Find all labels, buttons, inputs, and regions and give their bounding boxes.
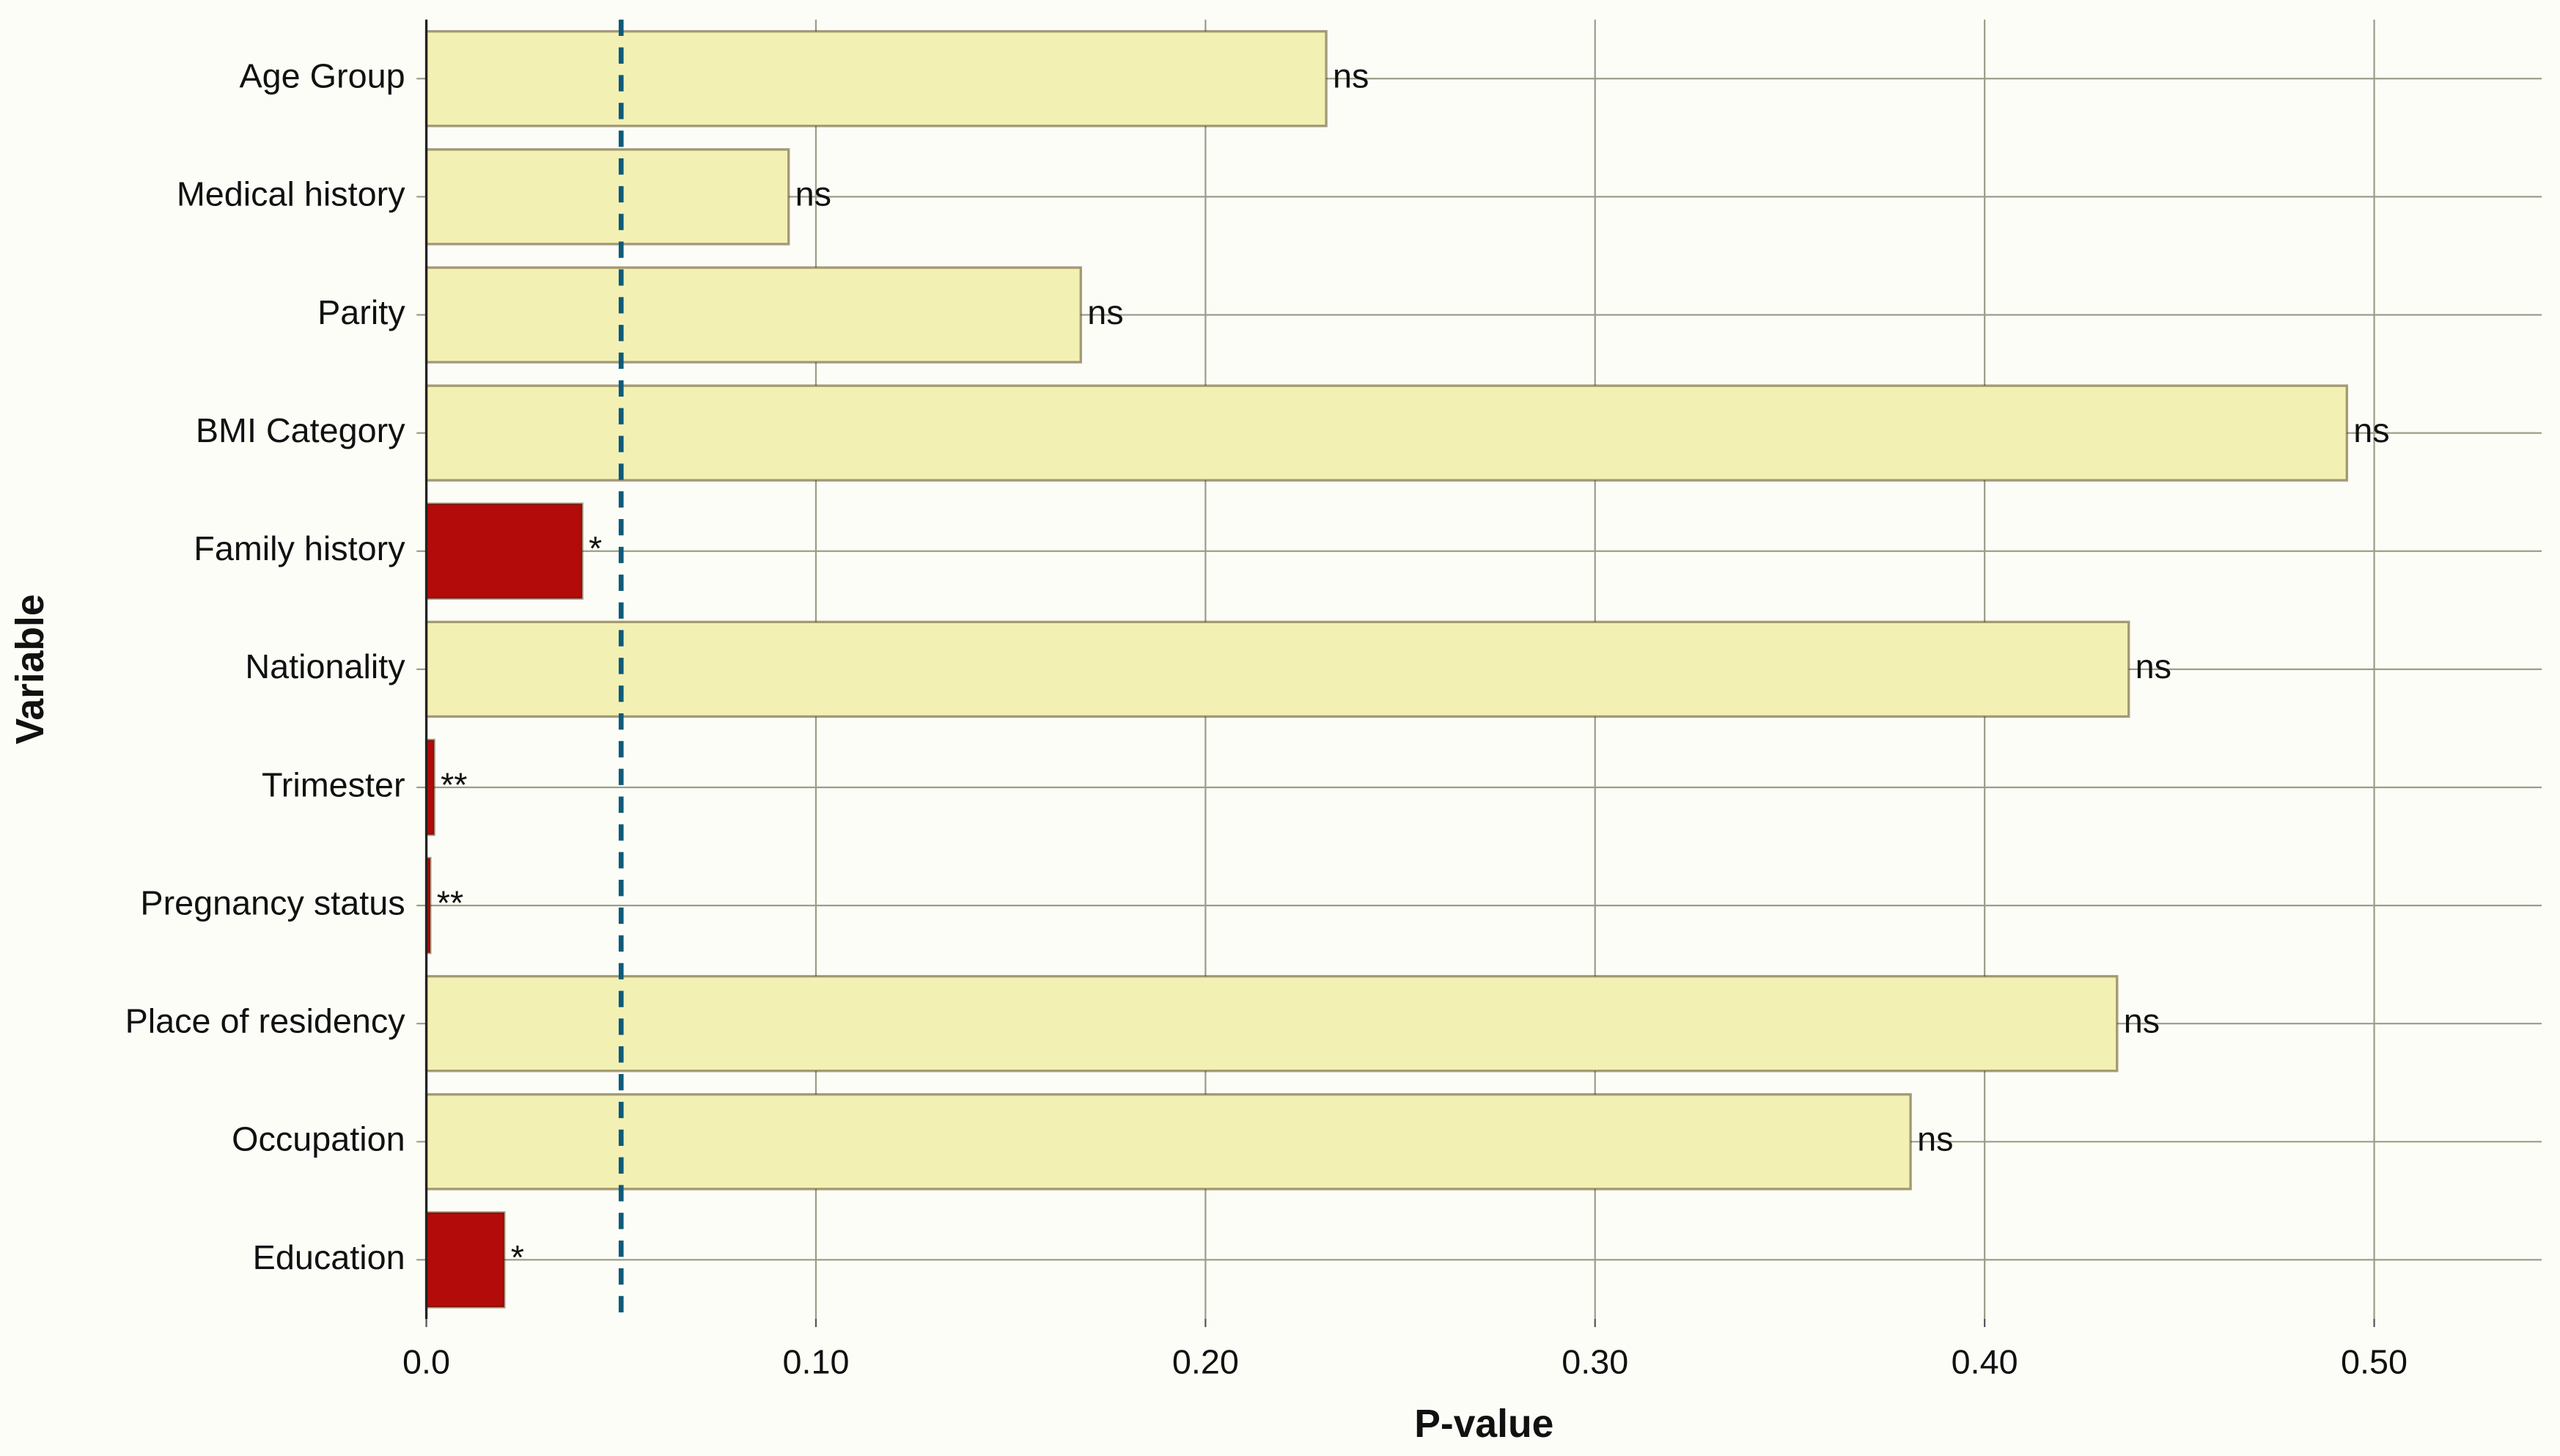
y-tick-label: Family history [194,529,405,567]
significance-label: ns [1917,1120,1953,1158]
significance-label: ** [437,883,463,922]
bar [424,30,1328,128]
x-tick-label: 0.40 [1952,1343,2018,1381]
y-tick-label: Occupation [232,1120,405,1158]
significance-label: ns [2353,411,2389,449]
y-tick-label: BMI Category [196,411,405,449]
x-axis-title: P-value [1414,1402,1553,1446]
bar [424,384,2349,482]
x-tick-label: 0.30 [1562,1343,1628,1381]
y-tick-label: Nationality [245,647,405,685]
y-tick-label: Place of residency [125,1002,406,1040]
x-tick-label: 0.50 [2341,1343,2408,1381]
significance-label: * [511,1238,524,1276]
y-tick-label: Parity [317,293,405,331]
significance-label: ns [2124,1002,2160,1040]
x-tick-label: 0.0 [402,1343,450,1381]
x-tick-label: 0.10 [782,1343,849,1381]
significance-label: ns [1087,293,1123,331]
y-tick-label: Education [253,1238,405,1276]
y-tick-label: Trimester [262,765,405,804]
bar [424,266,1082,364]
bar [424,148,790,246]
bar [424,502,584,600]
bar [424,974,2119,1073]
bar [424,620,2130,718]
significance-label: ns [795,175,831,213]
significance-label: * [589,529,602,567]
significance-label: ns [1333,57,1369,95]
bar [424,1211,506,1309]
y-axis-title: Variable [9,594,52,744]
y-tick-label: Medical history [177,175,405,213]
significance-label: ** [441,765,467,804]
significance-label: ns [2136,647,2171,685]
y-tick-label: Pregnancy status [140,883,405,922]
bar [424,1093,1912,1191]
y-tick-label: Age Group [240,57,405,95]
x-tick-label: 0.20 [1172,1343,1239,1381]
